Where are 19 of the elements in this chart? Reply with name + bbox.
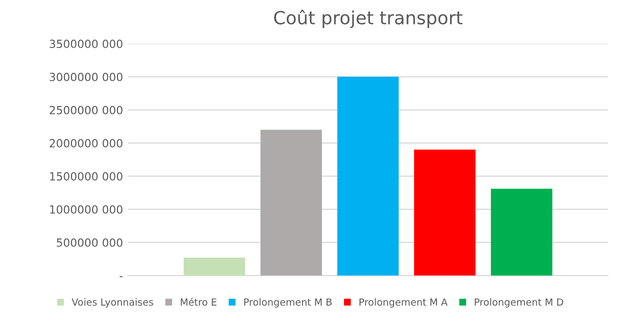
legend-label: Prolongement M B — [244, 298, 332, 308]
legend-label: Prolongement M A — [360, 298, 448, 308]
bar — [414, 150, 476, 276]
y-tick-label: 3500000 000 — [50, 40, 122, 48]
legend-label: Prolongement M D — [474, 298, 564, 308]
chart-title: Coût projet transport — [274, 10, 462, 28]
y-tick-label: 2500000 000 — [50, 106, 122, 114]
legend-label: Métro E — [180, 298, 216, 306]
y-tick-label: 1000000 000 — [50, 205, 122, 214]
y-tick-label: 1500000 000 — [50, 172, 122, 181]
y-tick-label: 500000 000 — [56, 238, 122, 247]
y-tick-label: 3000000 000 — [50, 72, 122, 82]
bar — [184, 258, 246, 276]
y-tick-label: - — [120, 276, 123, 278]
bar — [490, 188, 552, 276]
bar — [260, 130, 322, 276]
legend-label: Voies Lyonnaises — [72, 298, 154, 308]
y-tick-label: 2000000 000 — [50, 139, 122, 148]
bar — [337, 76, 399, 276]
